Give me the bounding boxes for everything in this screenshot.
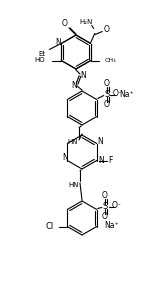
Text: N: N <box>71 80 77 89</box>
Text: Na⁺: Na⁺ <box>104 221 119 230</box>
Text: N: N <box>80 70 86 80</box>
Text: N: N <box>97 137 103 146</box>
Text: N: N <box>55 38 61 47</box>
Text: Na⁺: Na⁺ <box>119 90 134 99</box>
Text: N: N <box>98 156 104 165</box>
Text: O: O <box>102 191 108 200</box>
Text: HO: HO <box>35 58 45 64</box>
Text: HN: HN <box>69 182 79 188</box>
Text: Cl: Cl <box>45 222 53 231</box>
Text: S: S <box>104 90 109 99</box>
Text: F: F <box>109 156 113 165</box>
Text: O⁻: O⁻ <box>112 201 122 210</box>
Text: O: O <box>104 79 110 88</box>
Text: O: O <box>102 212 108 221</box>
Text: O: O <box>104 100 110 109</box>
Text: N: N <box>62 153 68 162</box>
Text: CH₃: CH₃ <box>105 58 116 63</box>
Text: O⁻: O⁻ <box>113 89 123 98</box>
Text: Et: Et <box>39 50 46 56</box>
Text: H₂N: H₂N <box>79 20 93 26</box>
Text: S: S <box>102 202 107 211</box>
Text: O: O <box>103 25 109 34</box>
Text: HN: HN <box>68 139 78 145</box>
Text: O: O <box>62 19 68 28</box>
